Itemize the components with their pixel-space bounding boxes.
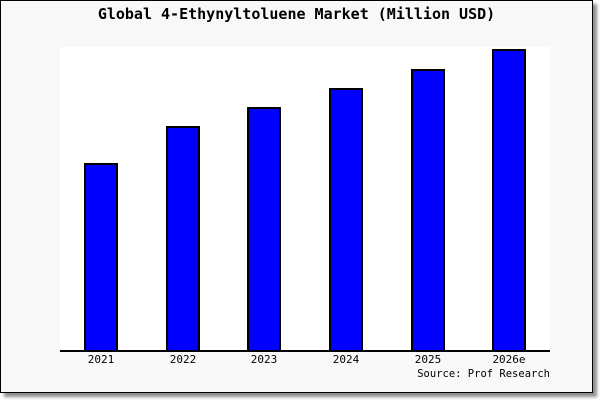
plot-area xyxy=(60,47,550,352)
source-credit: Source: Prof Research xyxy=(417,368,550,380)
x-tick-label-2023: 2023 xyxy=(250,353,278,366)
bar-2023 xyxy=(247,107,281,350)
bar-2022 xyxy=(166,126,200,350)
bar-2026e xyxy=(492,49,526,350)
x-tick-label-2024: 2024 xyxy=(332,353,360,366)
x-tick-label-2021: 2021 xyxy=(87,353,115,366)
bar-2021 xyxy=(84,163,118,350)
bar-2025 xyxy=(411,69,445,350)
chart-title: Global 4-Ethynyltoluene Market (Million … xyxy=(97,5,496,23)
x-tick-label-2022: 2022 xyxy=(169,353,197,366)
x-axis-labels: 2021 2022 2023 2024 2025 2026e xyxy=(60,353,550,367)
bar-2024 xyxy=(329,88,363,350)
x-tick-label-2026e: 2026e xyxy=(492,353,526,366)
x-tick-label-2025: 2025 xyxy=(414,353,442,366)
